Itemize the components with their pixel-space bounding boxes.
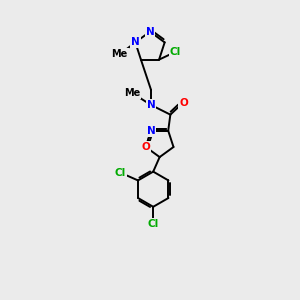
- Text: Cl: Cl: [169, 47, 181, 57]
- Text: O: O: [179, 98, 188, 108]
- Text: Me: Me: [124, 88, 140, 98]
- Text: N: N: [147, 100, 155, 110]
- Text: Me: Me: [112, 49, 128, 59]
- Text: O: O: [141, 142, 150, 152]
- Text: N: N: [146, 27, 154, 37]
- Text: N: N: [147, 126, 155, 136]
- Text: Cl: Cl: [115, 168, 126, 178]
- Text: Cl: Cl: [148, 219, 159, 229]
- Text: N: N: [131, 38, 140, 47]
